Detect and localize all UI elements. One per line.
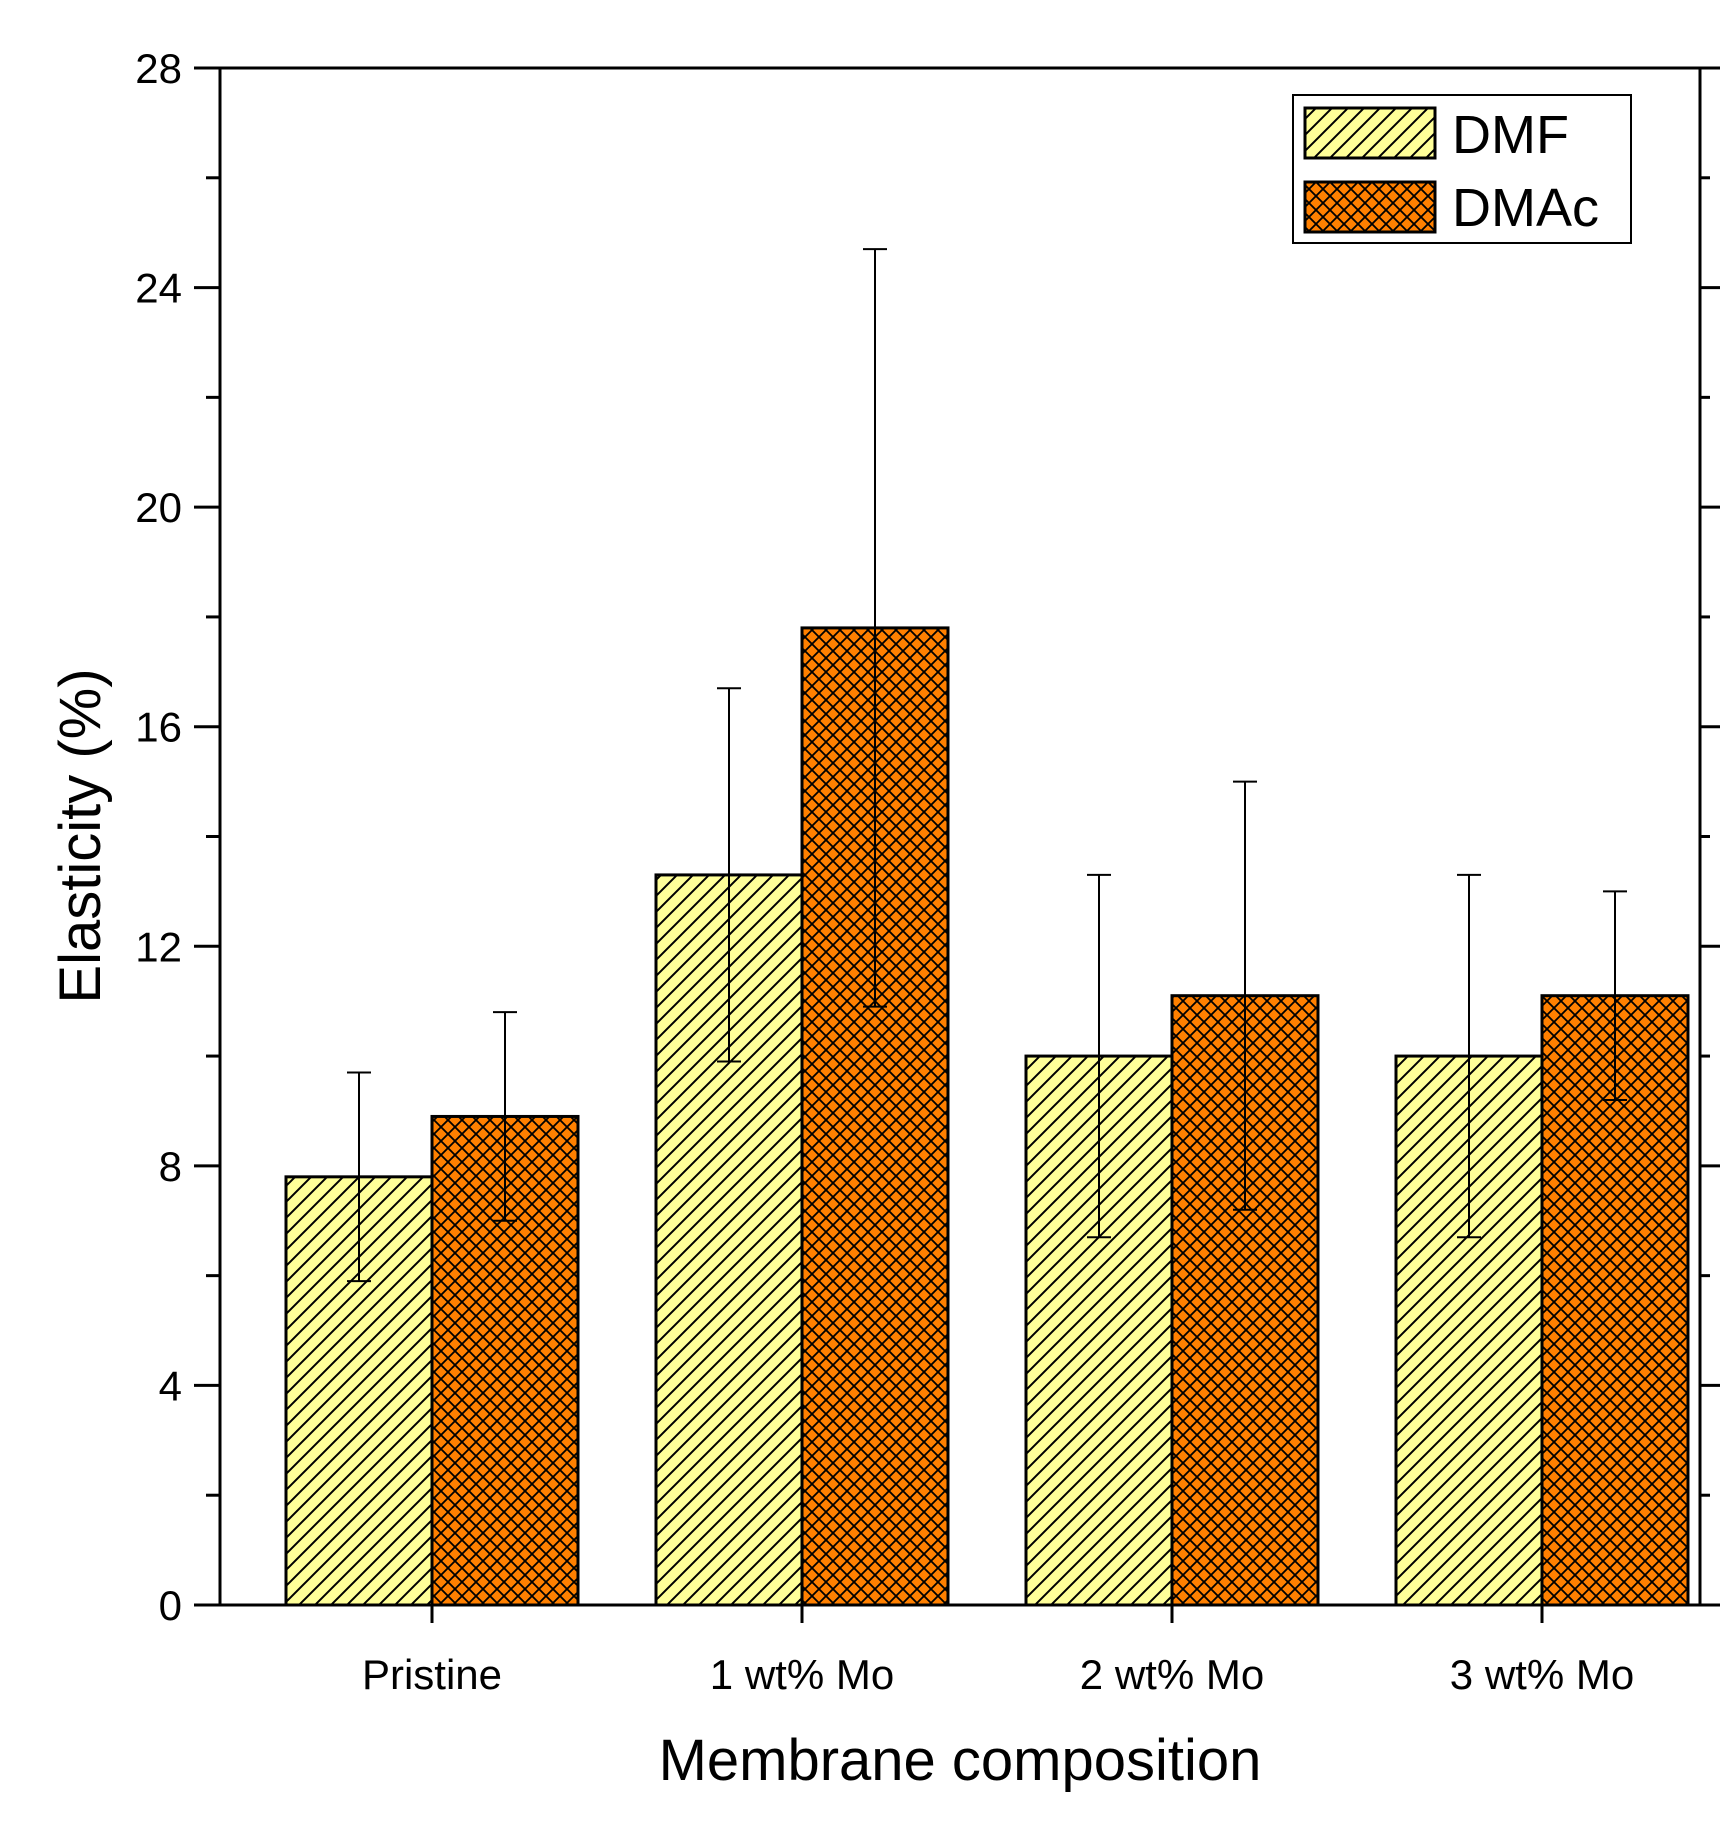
x-tick-label: 3 wt% Mo — [1450, 1651, 1634, 1698]
x-tick-label: Pristine — [362, 1651, 502, 1698]
y-axis-ticks: 0 4 8 12 16 20 24 28 — [135, 45, 1720, 1629]
x-axis-title: Membrane composition — [659, 1728, 1262, 1793]
x-tick-label: 1 wt% Mo — [710, 1651, 894, 1698]
y-tick-label: 0 — [159, 1582, 182, 1629]
y-tick-label: 12 — [135, 923, 182, 970]
y-axis-title: Elasticity (%) — [48, 668, 113, 1003]
y-tick-label: 28 — [135, 45, 182, 92]
y-tick-label: 20 — [135, 484, 182, 531]
y-tick-label: 4 — [159, 1362, 182, 1409]
plot-frame — [218, 66, 1702, 1607]
legend-label-dmac: DMAc — [1452, 178, 1599, 238]
y-tick-label: 8 — [159, 1143, 182, 1190]
legend-label-dmf: DMF — [1452, 105, 1569, 165]
x-tick-label: 2 wt% Mo — [1080, 1651, 1264, 1698]
x-axis-ticks: Pristine 1 wt% Mo 2 wt% Mo 3 wt% Mo — [362, 1605, 1634, 1698]
legend-swatch-dmac — [1303, 180, 1437, 234]
error-bars-group — [347, 248, 1627, 1283]
bars-group — [284, 626, 1690, 1607]
legend: DMF DMAc — [1292, 94, 1632, 244]
y-tick-label: 24 — [135, 265, 182, 312]
y-tick-label: 16 — [135, 704, 182, 751]
legend-swatch-dmf — [1303, 106, 1437, 160]
